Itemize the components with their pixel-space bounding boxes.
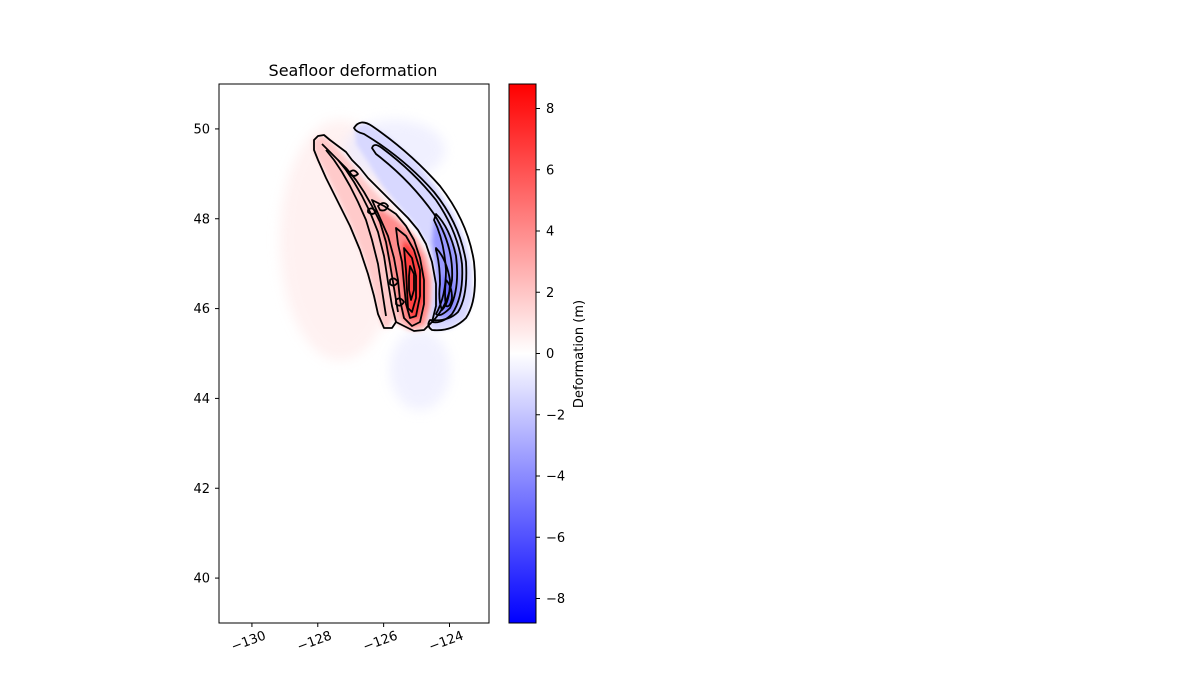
colorbar-tick-label: 2: [546, 286, 554, 301]
y-axis: 40 42 44 46 48 50: [193, 122, 219, 587]
plot-frame: [218, 83, 490, 624]
contour-pos-blob-1: [377, 202, 389, 212]
contour-pos-ridge-2: [325, 149, 387, 317]
contour-pos-outer: [313, 134, 437, 332]
colorbar-tick-label: 0: [546, 347, 554, 362]
colorbar-tick-label: −2: [546, 408, 565, 423]
contour-pos-inner-3: [403, 247, 417, 313]
y-tick-label: 48: [193, 212, 210, 227]
chart-title: Seafloor deformation: [269, 61, 438, 80]
colorbar-tick-label: 4: [546, 225, 554, 240]
y-tick-label: 50: [193, 122, 210, 137]
contour-pos-blob-4: [389, 277, 399, 287]
x-tick-label: −126: [361, 629, 400, 655]
colorbar-tick-label: −6: [546, 531, 565, 546]
contour-neg-3: [433, 213, 459, 317]
colorbar-label: Deformation (m): [572, 300, 587, 408]
y-tick-label: 40: [193, 572, 210, 587]
contour-neg-5: [444, 279, 453, 308]
contour-pos-blob-3: [367, 207, 377, 215]
contour-pos-ridge-1: [321, 143, 397, 323]
y-tick-label: 44: [193, 392, 210, 407]
colorbar: 8 6 4 2 0 −2 −4 −6 −8 Deformation (m): [508, 83, 587, 624]
x-tick-label: −130: [229, 629, 268, 655]
colorbar-tick-label: 6: [546, 163, 554, 178]
contour-pos-inner-1: [371, 199, 425, 327]
plot-area: [218, 83, 490, 624]
x-tick-label: −128: [295, 629, 334, 655]
y-tick-label: 42: [193, 482, 210, 497]
far-field-negative-halo: [390, 330, 450, 410]
colorbar-tick-label: −8: [546, 592, 565, 607]
colorbar-gradient: [508, 83, 537, 624]
x-axis: −130 −128 −126 −124: [229, 623, 466, 655]
contour-pos-blob-5: [395, 297, 405, 307]
contour-neg-4: [435, 247, 451, 311]
colorbar-tick-label: 8: [546, 102, 554, 117]
y-tick-label: 46: [193, 302, 210, 317]
contour-pos-inner-2: [395, 227, 421, 319]
colorbar-ticks: 8 6 4 2 0 −2 −4 −6 −8: [536, 102, 565, 607]
colorbar-tick-label: −4: [546, 470, 565, 485]
contour-lines: [313, 121, 476, 332]
x-tick-label: −124: [427, 629, 466, 655]
contour-pos-blob-2: [349, 169, 359, 177]
contour-pos-core: [408, 265, 415, 301]
